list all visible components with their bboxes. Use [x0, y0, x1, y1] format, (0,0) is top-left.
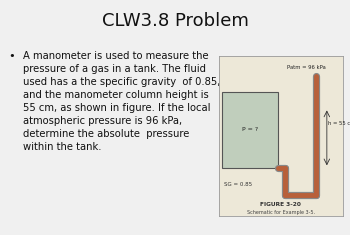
Bar [223, 92, 278, 168]
Text: •: • [9, 51, 15, 61]
Text: Schematic for Example 3-5.: Schematic for Example 3-5. [247, 210, 315, 215]
Text: SG = 0.85: SG = 0.85 [224, 182, 252, 187]
Text: CLW3.8 Problem: CLW3.8 Problem [102, 12, 248, 30]
Text: h = 55 cm: h = 55 cm [328, 121, 350, 126]
Text: FIGURE 3-20: FIGURE 3-20 [260, 202, 301, 207]
Text: P = ?: P = ? [242, 127, 258, 132]
Text: A manometer is used to measure the
pressure of a gas in a tank. The fluid
used h: A manometer is used to measure the press… [23, 51, 220, 152]
Text: Patm = 96 kPa: Patm = 96 kPa [287, 65, 326, 70]
